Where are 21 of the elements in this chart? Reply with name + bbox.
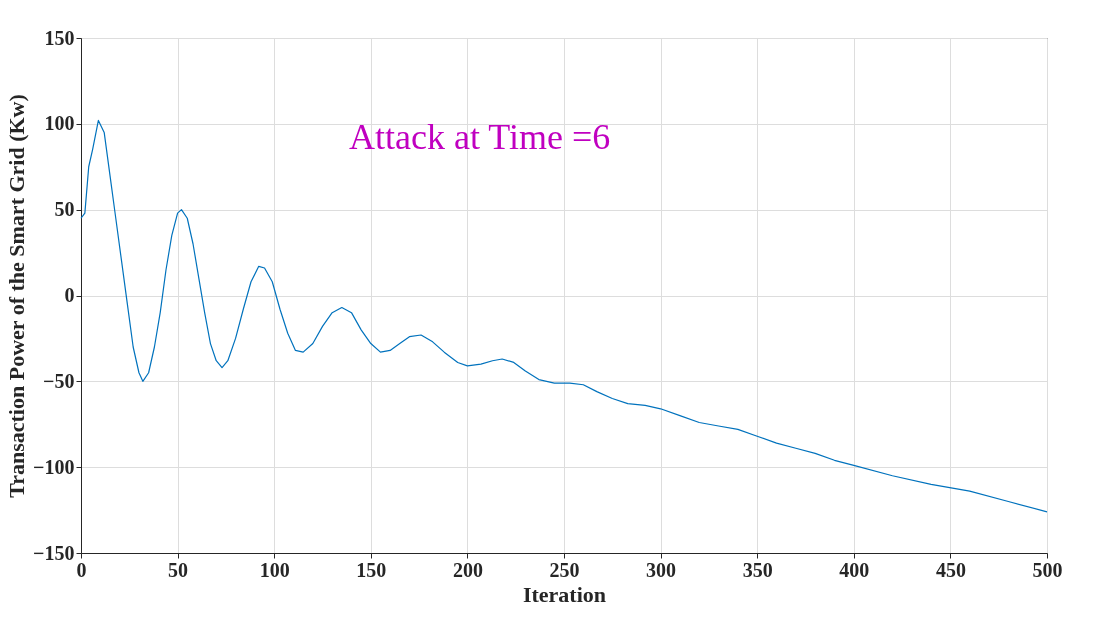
annotation: Attack at Time =6 [349, 117, 611, 157]
y-tick-label: −100 [33, 455, 75, 478]
x-tick-label: 300 [646, 558, 677, 581]
y-tick-label: 100 [44, 112, 75, 135]
y-axis-title: Transaction Power of the Smart Grid (Kw) [4, 94, 30, 498]
y-tick-label: −150 [33, 541, 75, 564]
y-tick-label: 150 [44, 26, 75, 49]
x-tick-label: 350 [742, 558, 773, 581]
x-tick-label: 400 [839, 558, 870, 581]
y-tick-label: 0 [64, 284, 75, 306]
y-tick-label: −50 [43, 369, 75, 392]
x-tick-label: 500 [1032, 558, 1063, 581]
x-tick-label: 450 [935, 558, 966, 581]
line-series [80, 119, 1048, 513]
x-tick-label: 100 [259, 558, 290, 581]
y-tick-label: 50 [54, 198, 75, 221]
x-axis-title: Iteration [522, 581, 607, 607]
x-tick-label: 50 [168, 558, 189, 581]
x-tick-label: 150 [356, 558, 387, 581]
x-tick-label: 250 [549, 558, 580, 581]
x-tick-label: 200 [452, 558, 483, 581]
